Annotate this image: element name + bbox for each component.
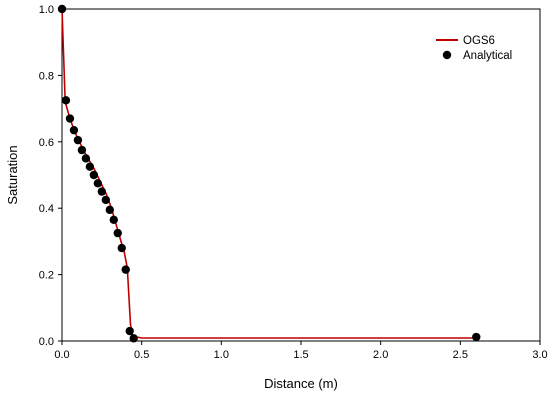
x-tick-label: 0.0 [54,349,69,361]
x-axis-ticks: 0.0 0.5 1.0 1.5 2.0 2.5 3.0 [54,341,548,361]
analytical-point [129,334,138,343]
x-tick-label: 2.5 [453,349,468,361]
analytical-point [97,187,107,196]
analytical-point [93,179,103,188]
y-tick-label: 0.4 [39,203,54,215]
analytical-point [121,265,130,274]
analytical-point [113,228,122,238]
x-tick-label: 0.5 [134,349,149,361]
analytical-point [81,154,91,163]
analytical-point [77,145,87,155]
x-tick-label: 3.0 [532,349,547,361]
analytical-point [57,4,67,14]
analytical-point [73,135,83,145]
x-axis-label: Distance (m) [264,376,338,391]
legend-marker-swatch [442,50,452,60]
analytical-point [117,243,126,253]
y-axis-ticks: 0.0 0.2 0.4 0.6 0.8 1.0 [39,4,62,348]
y-tick-label: 0.8 [39,70,54,82]
analytical-point [61,96,71,105]
analytical-point [101,195,111,205]
y-axis-label: Saturation [5,145,20,204]
y-tick-label: 1.0 [39,4,54,16]
analytical-point [109,215,118,225]
y-tick-label: 0.6 [39,137,54,149]
legend-label: OGS6 [463,35,495,47]
x-tick-label: 1.0 [214,349,229,361]
analytical-point [105,205,115,215]
analytical-point [69,125,79,135]
legend-label: Analytical [463,50,512,62]
series-line-ogs6 [61,8,477,341]
legend: OGS6 Analytical [436,35,512,62]
y-tick-label: 0.2 [39,270,54,282]
analytical-point [125,326,134,336]
x-tick-label: 2.0 [373,349,388,361]
analytical-point [65,114,75,123]
analytical-point [89,170,99,180]
series-layer [57,4,481,343]
analytical-point [472,332,481,342]
x-tick-label: 1.5 [293,349,308,361]
analytical-point [85,162,95,171]
y-tick-label: 0.0 [39,336,54,348]
